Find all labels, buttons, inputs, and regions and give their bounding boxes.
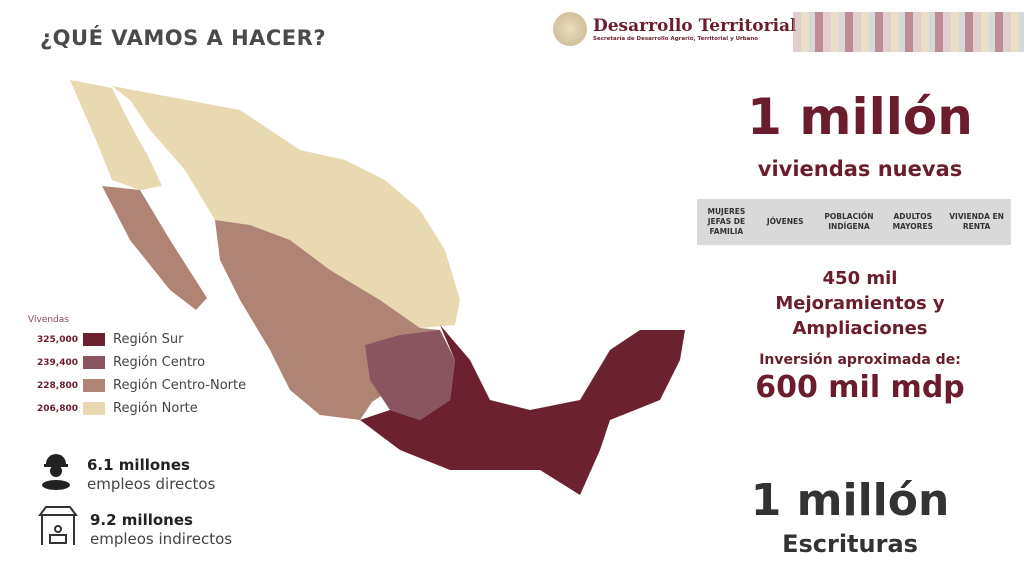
brand-name: Desarrollo Territorial [593,16,797,36]
stat-direct-jobs: 6.1 millones empleos directos [87,456,215,493]
legend-value: 228,800 [37,380,78,391]
legend-swatch [83,333,105,346]
stat-value: 6.1 millones [87,456,190,474]
legend-item-sur: 325,000 Región Sur [30,332,183,347]
legend-label: Región Sur [113,332,184,347]
stat-label: empleos directos [87,475,216,493]
improvements-block: 450 mil Mejoramientos y Ampliaciones [700,266,1020,341]
investment-value: 600 mil mdp [755,370,965,405]
region-sur [360,325,685,495]
improvements-label: Mejoramientos y [775,293,945,314]
brand-subtitle: Secretaría de Desarrollo Agrario, Territ… [593,36,759,42]
category-label: POBLACIÓN INDÍGENA [824,212,874,231]
seal-icon [553,12,587,46]
improvements-value: 450 mil [822,268,898,289]
category-label: ADULTOS MAYORES [892,212,933,231]
headline-deeds: 1 millón [750,475,950,526]
investment-label: Inversión aproximada de: [759,352,961,368]
brand-logo: Desarrollo Territorial Secretaría de Des… [553,12,797,46]
legend-label: Región Centro [113,355,206,370]
legend-swatch [83,356,105,369]
headline-deeds-label: Escrituras [782,530,918,558]
legend-item-centro: 239,400 Región Centro [30,355,205,370]
headline-homes-label: viviendas nuevas [757,157,963,181]
category-label: JÓVENES [766,217,804,226]
worker-icon [42,454,70,490]
region-centro [365,330,455,420]
stat-value: 9.2 millones [90,511,193,529]
legend-swatch [83,379,105,392]
legend-value: 325,000 [37,334,78,345]
stat-label: empleos indirectos [90,530,233,548]
shop-icon [38,506,78,545]
decorative-pattern [793,12,1024,52]
legend-label: Región Norte [113,401,198,416]
stat-indirect-jobs: 9.2 millones empleos indirectos [90,511,232,548]
improvements-label: Ampliaciones [792,318,928,339]
legend-label: Región Centro-Norte [113,378,247,393]
region-norte [112,86,460,328]
legend-item-centro-norte: 228,800 Región Centro-Norte [30,378,246,393]
region-norte-baja [70,80,162,190]
category-label: VIVIENDA EN RENTA [949,212,1004,231]
region-centro-norte-baja [102,186,207,310]
legend-item-norte: 206,800 Región Norte [30,401,198,416]
legend-swatch [83,402,105,415]
legend-value: 239,400 [37,357,78,368]
target-groups: MUJERES JEFAS DE FAMILIA JÓVENES POBLACI… [697,199,1011,245]
legend-title: Vivendas [28,315,69,325]
headline-homes: 1 millón [747,88,973,146]
page-title: ¿QUÉ VAMOS A HACER? [40,26,327,50]
category-label: MUJERES JEFAS DE FAMILIA [707,207,746,236]
legend-value: 206,800 [37,403,78,414]
